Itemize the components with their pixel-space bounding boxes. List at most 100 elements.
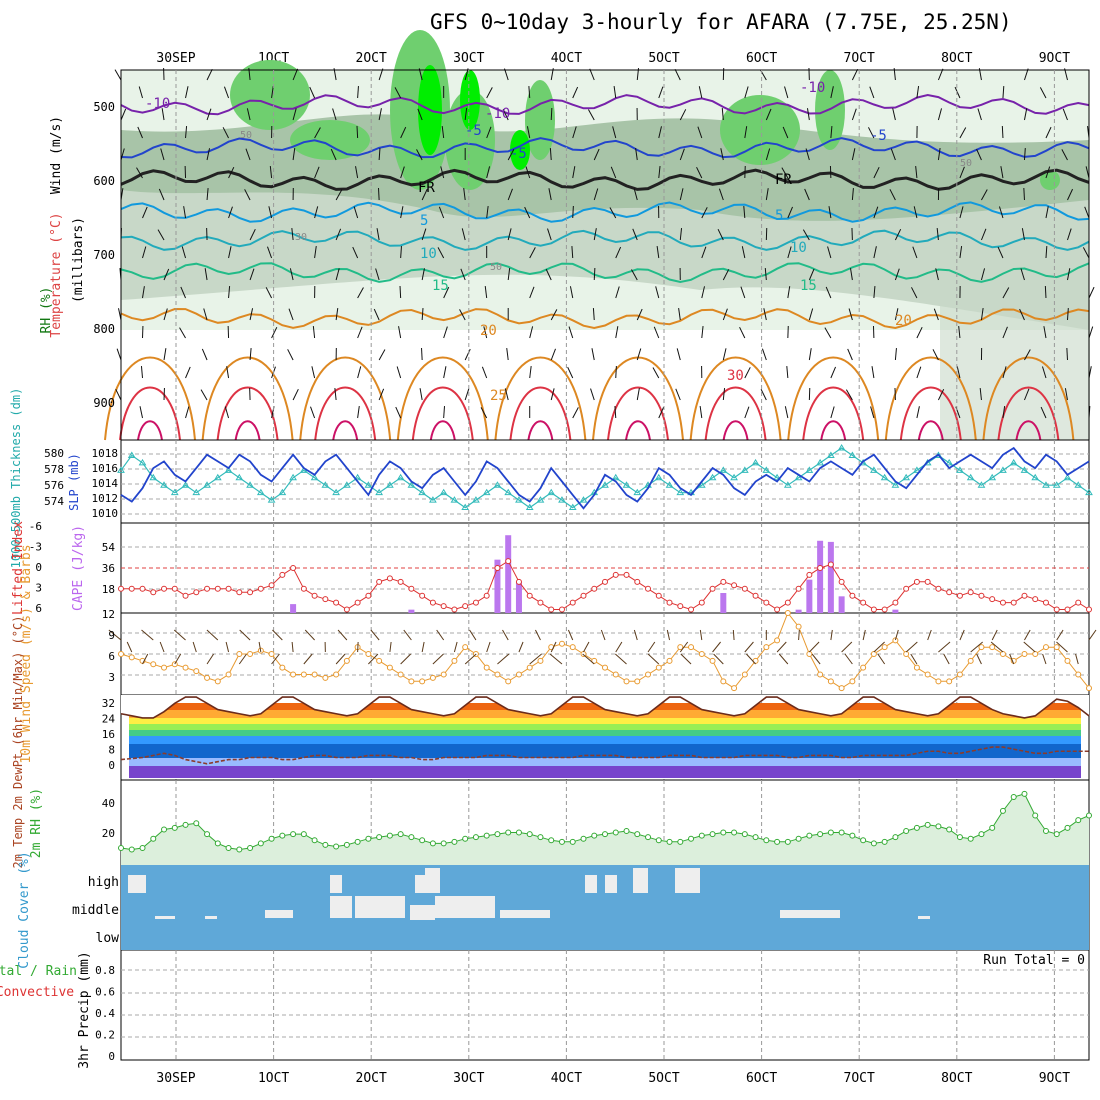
rh2m-point — [182, 821, 189, 828]
rh2m-point — [580, 835, 587, 842]
wind10-point — [118, 651, 124, 657]
wind10-point — [860, 664, 867, 671]
wind10-tick: 6 — [108, 650, 115, 663]
wind-barb — [805, 148, 810, 161]
wind10-barb — [303, 653, 313, 665]
rh2m-point — [376, 834, 383, 841]
wind10-barb — [225, 641, 230, 653]
cloud-gap — [435, 896, 495, 918]
lifted-index-point — [1086, 606, 1092, 613]
contour-label: 25 — [490, 388, 507, 404]
wind-barb — [163, 308, 168, 321]
date-label-bottom: 3OCT — [453, 1071, 484, 1086]
wind10-point — [967, 657, 974, 664]
lifted-index-point — [634, 578, 641, 585]
wind10-barb — [389, 641, 392, 653]
wind-barb — [222, 127, 230, 139]
rh2m-point — [1021, 790, 1028, 797]
wind10-barb — [421, 641, 425, 653]
rh2m-point — [849, 832, 856, 839]
isotherm-arch-35 — [722, 420, 749, 441]
lifted-index-point — [688, 606, 695, 613]
wind-barb — [335, 189, 343, 201]
wind10-point — [591, 657, 598, 664]
wind-barb — [163, 348, 167, 361]
rh2m-point — [236, 846, 243, 853]
wind-barb — [249, 268, 255, 281]
lifted-index-point — [451, 606, 458, 613]
wind-barb — [312, 326, 316, 339]
wind-barb — [976, 148, 982, 161]
wind-barb — [717, 228, 724, 241]
thickness-point — [235, 473, 244, 481]
wind10-barb — [633, 629, 638, 641]
cape-bar — [806, 579, 813, 613]
thickness-point — [224, 466, 233, 473]
wind-barb — [378, 108, 382, 121]
wind-barb — [204, 268, 208, 281]
wind-barb — [352, 246, 359, 259]
wind10-barb — [1009, 653, 1015, 665]
lifted-index-point — [956, 592, 963, 599]
thickness-point — [708, 473, 717, 481]
thickness-point — [278, 488, 287, 496]
upper-ytick: 500 — [93, 100, 115, 114]
lifted-index-point — [784, 599, 791, 606]
rh2m-point — [999, 807, 1006, 814]
wind10-barb — [272, 629, 283, 641]
lifted-index-point — [924, 578, 931, 585]
wind10-barb — [666, 629, 671, 641]
contour-label: 15 — [800, 278, 817, 294]
wind10-barb — [1042, 653, 1047, 665]
wind10-point — [494, 671, 501, 678]
wind10-barb — [841, 641, 853, 653]
wind10-point — [150, 661, 157, 668]
wind-barb — [782, 126, 789, 139]
rh2m-point — [558, 838, 565, 845]
thickness-point — [472, 496, 480, 503]
cloud-gap — [675, 868, 700, 893]
temp2m-tick: 24 — [102, 713, 116, 726]
lifted-index-point — [698, 599, 705, 606]
date-label-top: 8OCT — [941, 51, 972, 66]
date-label-bottom: 6OCT — [746, 1071, 777, 1086]
wind10-barb — [141, 629, 154, 641]
wind-barb — [1045, 245, 1048, 259]
wind-barb — [314, 166, 320, 179]
rh2m-point — [860, 837, 867, 844]
lifted-index-point — [731, 582, 738, 589]
wind-barb — [547, 228, 552, 241]
contour-label: 50 — [490, 262, 502, 273]
wind-barb — [1066, 268, 1071, 281]
wind-barb — [334, 388, 337, 401]
wind10-barb — [680, 653, 692, 665]
cape-bar — [408, 609, 415, 613]
contour-label: -5 — [510, 146, 527, 162]
cloud-level-label: high — [88, 875, 119, 890]
wind-barb — [529, 247, 536, 259]
lifted-index-point — [472, 599, 479, 606]
wind10-point — [1064, 657, 1071, 664]
lifted-index-point — [913, 578, 920, 585]
wind10-ylabel: 10m Wind Speed (m/s) & Barbs — [19, 544, 34, 763]
wind-barb — [653, 326, 660, 339]
lifted-index-point — [763, 599, 770, 606]
wind-barb — [267, 246, 273, 259]
wind-barb — [1043, 326, 1047, 339]
thickness-point — [805, 466, 814, 473]
lifted-index-point — [817, 565, 824, 571]
thickness-point — [1020, 466, 1029, 473]
contour-label: 5 — [775, 208, 783, 224]
wind-barb — [138, 86, 143, 99]
rh2m-point — [731, 829, 738, 836]
wind-barb — [851, 108, 857, 121]
wind-barb — [116, 348, 122, 361]
wind-barb — [421, 228, 427, 241]
thickness-point — [1074, 481, 1083, 488]
rh-blob — [1040, 170, 1060, 190]
wind-barb — [827, 246, 832, 259]
wind10-point — [1042, 644, 1049, 651]
wind-barb — [679, 188, 684, 201]
li-ylabel: Lifted Index — [11, 521, 26, 615]
wind10-barb — [877, 653, 886, 665]
